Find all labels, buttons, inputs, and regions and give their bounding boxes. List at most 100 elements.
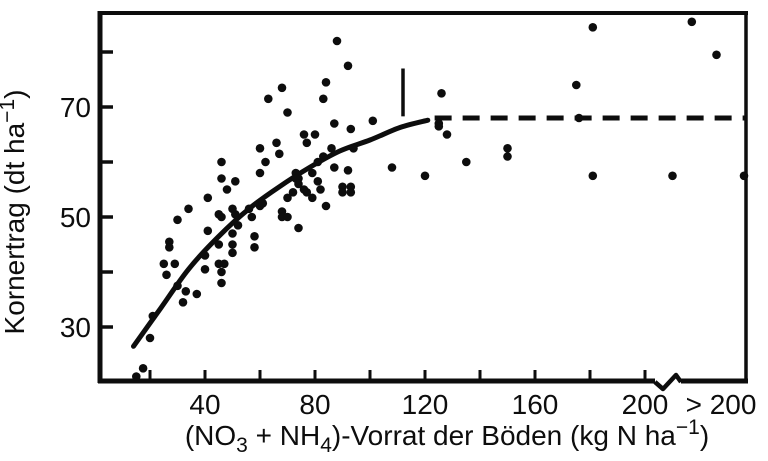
data-point [437, 89, 446, 98]
data-point [712, 50, 721, 60]
scatter-points [132, 17, 749, 381]
data-point [222, 185, 232, 194]
x-title-superscript: −1 [676, 416, 700, 439]
data-point [434, 122, 444, 131]
data-point [316, 185, 325, 194]
x-tick-label: 120 [402, 389, 449, 420]
data-point [217, 278, 226, 288]
data-point [420, 171, 430, 181]
data-point [387, 163, 397, 172]
data-point [283, 193, 292, 203]
x-tick-label: 80 [299, 389, 330, 420]
data-point [294, 179, 303, 189]
fitted-response-curve [131, 117, 431, 349]
data-point [588, 171, 598, 181]
data-point [217, 157, 226, 167]
y-title-part: Kornertrag (dt ha [0, 122, 30, 334]
data-point [368, 116, 378, 126]
data-point [231, 210, 240, 219]
response-curve [131, 117, 431, 349]
data-point [338, 188, 347, 197]
data-point [250, 243, 259, 252]
data-point [299, 185, 309, 194]
y-tick-label: 70 [60, 92, 91, 123]
x-title-subscript: 3 [236, 434, 248, 457]
data-point [159, 259, 169, 269]
data-point [203, 226, 213, 236]
data-point [687, 17, 697, 27]
data-point [170, 259, 180, 269]
data-point [192, 289, 202, 299]
data-point [343, 166, 353, 175]
x-axis-ticks [148, 370, 647, 381]
data-point [217, 212, 226, 222]
x-axis-break-icon [653, 372, 683, 392]
x-axis-tick-labels: 40 80 120 160 200 [189, 389, 668, 420]
data-point [283, 108, 292, 117]
data-point [181, 287, 191, 296]
data-point [288, 188, 298, 197]
data-point [321, 78, 331, 87]
data-point [346, 188, 356, 197]
data-point [313, 177, 323, 186]
data-point [310, 130, 320, 139]
x-overflow-label: > 200 [686, 389, 757, 420]
data-point [178, 298, 188, 307]
y-tick-label: 30 [60, 312, 91, 343]
data-point [203, 193, 213, 203]
data-point [228, 240, 237, 249]
data-point [220, 259, 229, 269]
data-point [258, 199, 268, 208]
data-point [200, 265, 210, 274]
data-point [572, 80, 581, 90]
data-point [173, 215, 182, 225]
data-point [302, 138, 312, 148]
y-axis-tick-labels: 30 50 70 [60, 92, 91, 343]
data-point [250, 232, 259, 241]
data-point [217, 174, 226, 183]
x-title-part: )-Vorrat der Böden (kg N ha [332, 420, 676, 451]
data-point [462, 157, 471, 167]
data-point [503, 144, 512, 153]
data-point [145, 333, 155, 343]
data-point [132, 372, 141, 381]
data-point [327, 144, 336, 153]
x-title-subscript: 4 [320, 434, 332, 457]
y-tick-label: 50 [60, 202, 91, 233]
data-point [588, 23, 598, 32]
x-axis-title: (NO3 + NH4)-Vorrat der Böden (kg N ha−1) [185, 416, 709, 457]
data-point [261, 157, 270, 167]
data-point [247, 212, 257, 222]
y-axis-ticks [100, 50, 113, 329]
data-point [349, 144, 358, 153]
data-point [503, 152, 512, 161]
data-point [244, 204, 254, 214]
x-tick-label: 40 [189, 389, 220, 420]
data-point [231, 177, 240, 186]
data-point [313, 157, 323, 167]
x-tick-label: 160 [512, 389, 559, 420]
x-title-part: (NO [185, 420, 236, 451]
y-title-superscript: −1 [0, 99, 19, 123]
x-title-part: ) [700, 420, 709, 451]
data-point [138, 364, 148, 373]
data-point [330, 119, 339, 128]
data-point [330, 163, 339, 172]
data-point [184, 204, 193, 214]
data-point [346, 124, 356, 134]
data-point [272, 138, 281, 148]
data-point [255, 144, 265, 153]
data-point [165, 243, 174, 252]
y-axis-title: Kornertrag (dt ha−1) [0, 90, 30, 335]
data-point [319, 152, 328, 161]
data-point [442, 130, 452, 139]
data-point [319, 94, 328, 104]
data-point [299, 130, 309, 139]
data-point [277, 83, 287, 93]
data-point [283, 212, 292, 222]
data-point [228, 229, 237, 238]
x-title-part: + NH [248, 420, 320, 451]
data-point [308, 193, 317, 203]
